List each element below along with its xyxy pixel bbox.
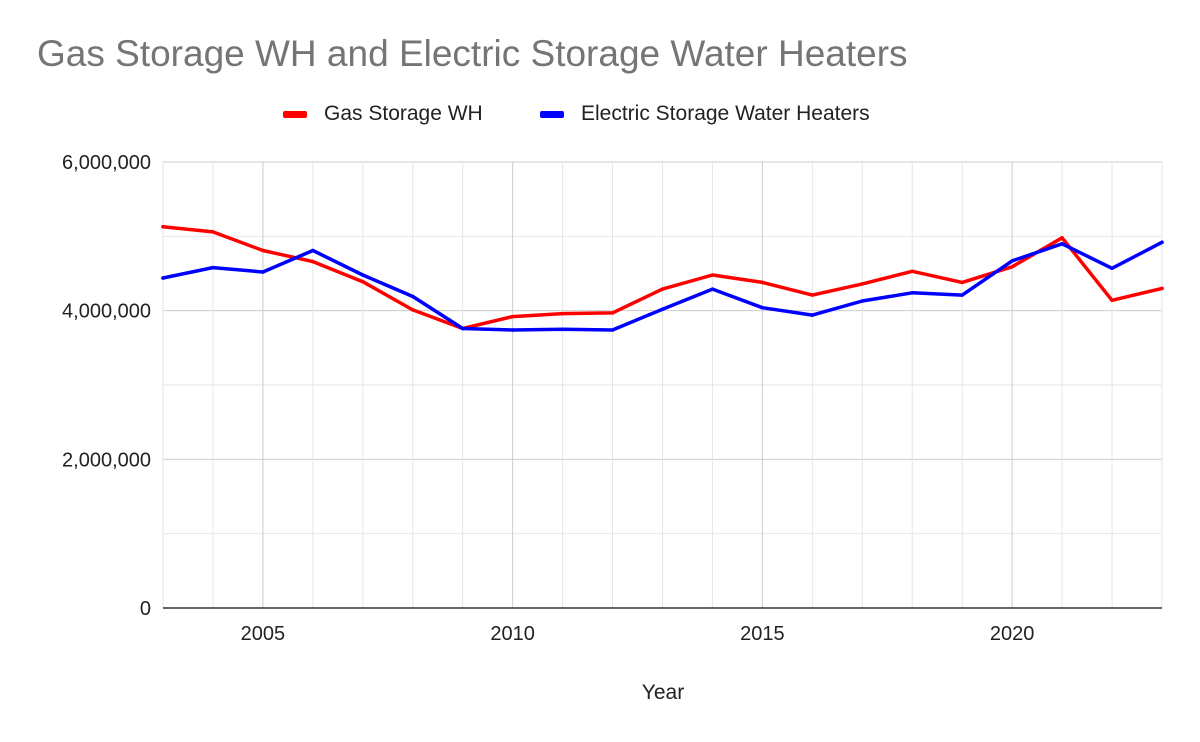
data-point[interactable] xyxy=(960,280,964,285)
data-point[interactable] xyxy=(411,294,415,299)
data-point[interactable] xyxy=(211,265,215,270)
data-point[interactable] xyxy=(161,224,165,229)
y-axis-ticks: 0 2,000,000 4,000,000 6,000,000 xyxy=(62,152,151,620)
data-point[interactable] xyxy=(610,328,615,332)
data-point[interactable] xyxy=(510,314,515,319)
data-point[interactable] xyxy=(810,313,815,317)
data-point[interactable] xyxy=(161,276,165,280)
data-point[interactable] xyxy=(1010,265,1014,269)
legend: Gas Storage WH Electric Storage Water He… xyxy=(0,100,1200,128)
data-point[interactable] xyxy=(960,293,964,297)
x-axis-ticks: 2005 2010 2015 2020 xyxy=(241,623,1035,645)
data-point[interactable] xyxy=(261,248,265,253)
legend-swatch-electric xyxy=(540,110,564,118)
y-tick-label: 6,000,000 xyxy=(62,152,151,174)
legend-label-gas: Gas Storage WH xyxy=(324,102,483,125)
data-point[interactable] xyxy=(560,327,565,332)
data-point[interactable] xyxy=(660,287,665,291)
data-point[interactable] xyxy=(311,248,315,253)
legend-label-electric: Electric Storage Water Heaters xyxy=(581,102,870,125)
data-point[interactable] xyxy=(361,273,365,277)
data-point[interactable] xyxy=(261,270,265,274)
data-point[interactable] xyxy=(910,269,915,274)
data-point[interactable] xyxy=(211,230,215,234)
data-point[interactable] xyxy=(361,279,365,284)
data-point[interactable] xyxy=(1060,242,1064,246)
data-point[interactable] xyxy=(860,299,865,303)
y-tick-label: 2,000,000 xyxy=(62,449,151,471)
data-point[interactable] xyxy=(710,287,715,291)
data-point[interactable] xyxy=(760,280,765,285)
data-point[interactable] xyxy=(660,307,665,311)
data-point[interactable] xyxy=(610,311,615,315)
data-point[interactable] xyxy=(1010,259,1014,263)
data-point[interactable] xyxy=(760,305,765,310)
legend-item-electric[interactable]: Electric Storage Water Heaters xyxy=(540,100,870,128)
data-point[interactable] xyxy=(411,308,415,312)
data-point[interactable] xyxy=(860,282,865,286)
x-tick-label: 2005 xyxy=(241,623,286,645)
legend-swatch-gas xyxy=(283,110,307,118)
data-point[interactable] xyxy=(1160,286,1164,291)
data-point[interactable] xyxy=(810,293,815,297)
legend-item-gas[interactable]: Gas Storage WH xyxy=(283,100,483,128)
chart-title: Gas Storage WH and Electric Storage Wate… xyxy=(37,33,908,74)
data-point[interactable] xyxy=(560,311,565,316)
data-point[interactable] xyxy=(910,291,915,295)
data-point[interactable] xyxy=(1110,266,1114,271)
data-point[interactable] xyxy=(460,326,465,331)
data-point[interactable] xyxy=(1060,236,1064,240)
data-point[interactable] xyxy=(510,328,515,332)
data-point[interactable] xyxy=(710,273,715,277)
x-tick-label: 2010 xyxy=(490,623,535,645)
y-tick-label: 4,000,000 xyxy=(62,301,151,323)
x-tick-label: 2020 xyxy=(990,623,1035,645)
x-axis-title: Year xyxy=(642,681,684,704)
data-point[interactable] xyxy=(311,259,315,264)
y-tick-label: 0 xyxy=(140,598,151,620)
data-point[interactable] xyxy=(1160,240,1164,245)
series-lines xyxy=(161,224,1164,332)
data-point[interactable] xyxy=(1110,298,1114,303)
x-tick-label: 2015 xyxy=(740,623,785,645)
grid xyxy=(162,161,1163,608)
